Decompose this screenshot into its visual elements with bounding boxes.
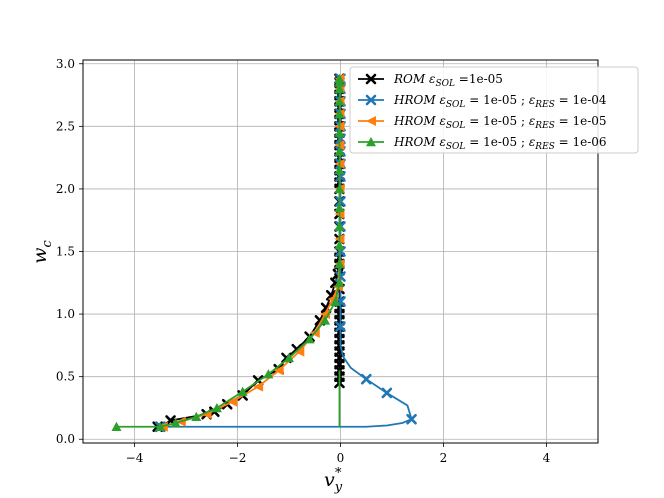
data-point (211, 402, 222, 413)
series-layer (111, 73, 417, 433)
data-point (330, 296, 341, 306)
y-tick-label: 0.5 (56, 370, 75, 384)
legend-item: HROM εSOL = 1e-05 ; εRES = 1e-06 (358, 135, 607, 152)
data-point (335, 196, 346, 207)
data-point (334, 108, 345, 119)
data-point (284, 352, 294, 363)
svg-text:vy*: vy* (324, 466, 343, 495)
legend-item: HROM εSOL = 1e-05 ; εRES = 1e-04 (358, 93, 607, 110)
y-tick-label: 2.5 (56, 119, 75, 133)
data-point (334, 83, 345, 94)
y-axis-label-main: w (29, 248, 51, 264)
legend: ROM εSOL =1e-05 HROM εSOL = 1e-05 ; εRES … (349, 66, 639, 154)
legend-label: HROM εSOL = 1e-05 ; εRES = 1e-05 (393, 114, 607, 131)
data-point (304, 334, 315, 344)
ticks: −4 −2 0 2 4 0.0 0.5 1.0 1.5 2.0 2.5 3.0 (56, 57, 551, 465)
data-point (334, 96, 345, 106)
svg-text:wc: wc (29, 240, 55, 264)
data-point (170, 417, 181, 428)
x-axis-label-sub: y (334, 480, 343, 495)
y-tick-label: 3.0 (56, 57, 75, 71)
legend-label: HROM εSOL = 1e-05 ; εRES = 1e-04 (393, 93, 607, 110)
data-point (360, 373, 372, 385)
y-axis-label: wc (29, 240, 55, 264)
series-3 (111, 73, 345, 431)
data-point (406, 413, 417, 425)
legend-item: HROM εSOL = 1e-05 ; εRES = 1e-05 (358, 114, 607, 131)
x-tick-label: 0 (337, 451, 345, 465)
data-point (320, 315, 331, 325)
legend-box (349, 66, 639, 154)
data-point (111, 421, 122, 431)
x-tick-label: −2 (229, 451, 247, 465)
data-point (381, 387, 393, 399)
legend-label: ROM εSOL =1e-05 (393, 72, 503, 89)
data-point (155, 421, 166, 431)
legend-marker (365, 73, 377, 85)
x-tick-label: 2 (440, 451, 448, 465)
data-point (334, 277, 345, 288)
data-point (334, 240, 345, 250)
data-point (335, 321, 346, 332)
data-point (334, 73, 345, 84)
legend-marker (365, 94, 377, 106)
data-point (263, 369, 274, 379)
y-tick-label: 1.5 (56, 245, 75, 259)
y-tick-label: 1.0 (56, 307, 75, 321)
legend-marker (366, 137, 376, 147)
data-point (294, 346, 305, 357)
data-point (237, 386, 248, 396)
data-point (273, 365, 284, 376)
legend-marker (366, 116, 376, 126)
data-point (191, 411, 202, 421)
x-axis-label-main: v (324, 469, 335, 491)
data-point (334, 165, 345, 175)
x-axis-label-sup: * (335, 466, 342, 481)
data-point (334, 146, 345, 156)
data-point (334, 127, 345, 137)
y-tick-label: 2.0 (56, 182, 75, 196)
x-tick-label: −4 (126, 451, 144, 465)
data-point (334, 259, 345, 269)
x-axis-label: vy* (324, 466, 343, 495)
data-point (334, 202, 345, 212)
data-point (334, 221, 345, 231)
data-point (227, 396, 238, 407)
data-point (334, 183, 345, 194)
y-axis-label-sub: c (40, 240, 55, 248)
x-tick-label: 4 (543, 451, 551, 465)
y-tick-label: 0.0 (56, 432, 75, 446)
legend-item: ROM εSOL =1e-05 (358, 72, 503, 89)
data-point (253, 381, 264, 392)
legend-label: HROM εSOL = 1e-05 ; εRES = 1e-06 (393, 135, 607, 152)
